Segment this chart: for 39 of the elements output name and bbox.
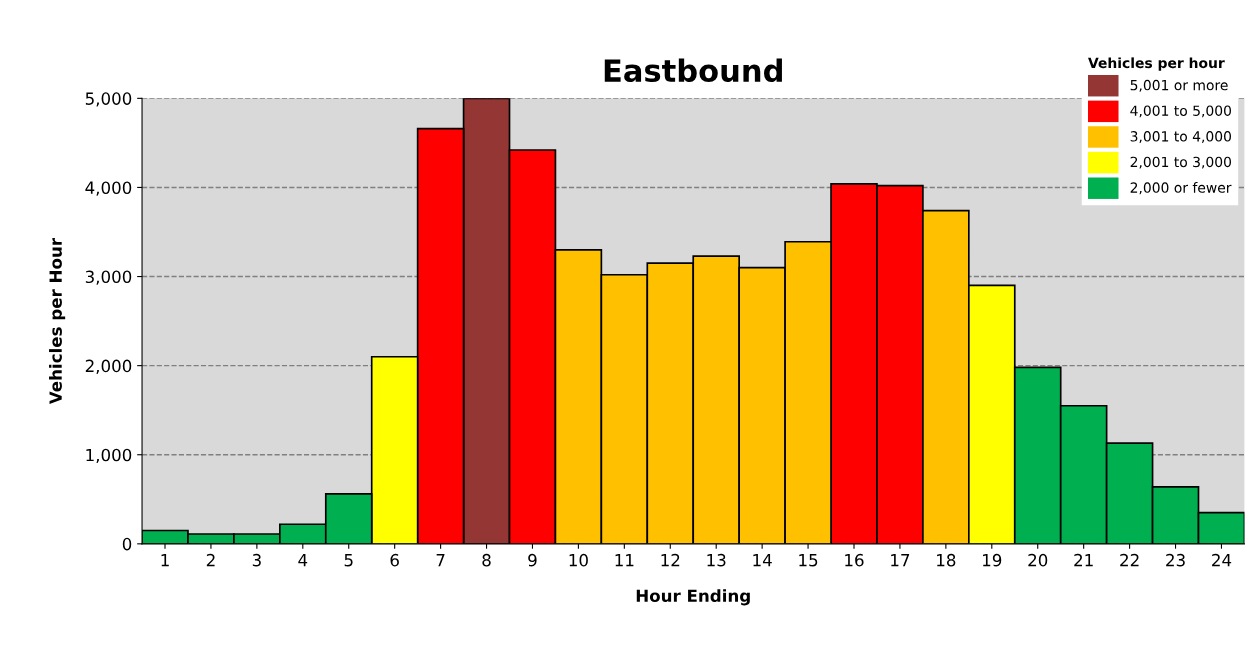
x-tick-label: 24 xyxy=(1212,553,1232,567)
x-tick-label: 10 xyxy=(569,553,588,567)
y-tick-label: 3,000 xyxy=(85,270,132,285)
x-tick-label: 8 xyxy=(482,553,491,567)
x-tick-label: 11 xyxy=(615,554,634,567)
x-tick-label: 7 xyxy=(436,554,445,567)
legend-label: 2,000 or fewer xyxy=(1130,182,1232,195)
x-tick-label: 22 xyxy=(1120,553,1139,567)
x-tick-label: 1 xyxy=(161,554,169,567)
x-tick-label: 14 xyxy=(753,554,772,567)
x-tick-label: 19 xyxy=(983,553,1002,567)
x-tick-label: 23 xyxy=(1166,553,1185,567)
x-tick-label: 4 xyxy=(298,554,308,567)
x-tick-label: 20 xyxy=(1028,553,1048,567)
legend-title: Vehicles per hour xyxy=(1088,57,1225,71)
x-tick-label: 3 xyxy=(252,553,261,567)
x-tick-label: 9 xyxy=(528,553,537,567)
x-tick-label: 15 xyxy=(799,554,818,567)
y-tick-label: 1,000 xyxy=(86,448,132,464)
legend-label: 4,001 to 5,000 xyxy=(1130,105,1232,118)
x-tick-label: 17 xyxy=(891,554,910,567)
y-tick-label: 0 xyxy=(122,537,132,551)
chart-title: Eastbound xyxy=(604,58,782,83)
x-tick-label: 2 xyxy=(206,553,215,567)
y-axis-title: Vehicles per Hour xyxy=(49,238,66,405)
y-tick-label: 5,000 xyxy=(85,92,132,107)
legend-label: 5,001 or more xyxy=(1130,79,1228,92)
x-tick-label: 12 xyxy=(661,553,680,567)
x-tick-label: 5 xyxy=(344,554,353,567)
x-tick-label: 21 xyxy=(1074,553,1093,567)
y-tick-label: 4,000 xyxy=(85,181,132,196)
y-tick-label: 2,000 xyxy=(85,359,132,374)
x-tick-label: 6 xyxy=(390,553,399,567)
x-tick-label: 13 xyxy=(707,553,726,567)
x-axis-title: Hour Ending xyxy=(636,589,750,606)
legend-label: 2,001 to 3,000 xyxy=(1130,156,1232,169)
x-tick-label: 18 xyxy=(937,553,956,567)
x-tick-label: 16 xyxy=(845,553,864,567)
legend-label: 3,001 to 4,000 xyxy=(1130,131,1232,143)
